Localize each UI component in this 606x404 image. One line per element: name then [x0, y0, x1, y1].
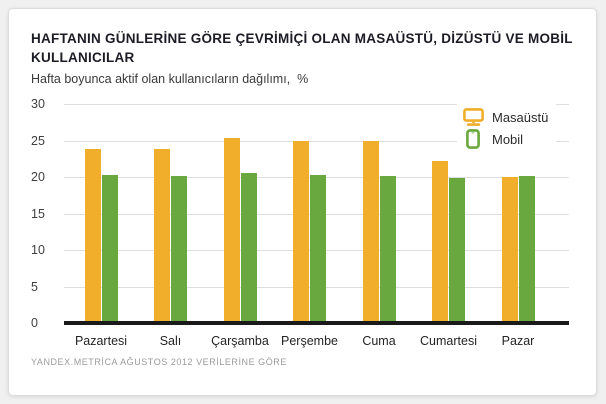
bar-mobil-cuma [379, 175, 396, 323]
bar-mobil-salı [171, 176, 187, 323]
bar-masaüstü-salı [154, 148, 170, 323]
y-tick-label: 25 [31, 133, 45, 148]
gridline-30 [64, 104, 569, 105]
bar-masaüstü-çarşamba [223, 137, 240, 323]
bar-mobil-pazar [518, 175, 535, 323]
bar-masaüstü-cuma [362, 140, 379, 323]
plot-area: 0 5 10 15 20 25 30 Pazartesi Salı Çarşamba Perşemb… [31, 97, 569, 348]
x-axis-label-çarşamba: Çarşamba [211, 334, 269, 348]
desktop-icon [462, 108, 484, 126]
x-axis-label-perşembe: Perşembe [281, 334, 338, 348]
legend-label: Mobil [492, 131, 524, 147]
y-tick-label: 10 [31, 243, 45, 257]
bar-mobil-pazartesi [101, 174, 118, 323]
chart-title-line2: KULLANICILAR [31, 50, 135, 65]
bar-masaüstü-pazar [501, 177, 518, 323]
y-tick-label: 20 [31, 170, 45, 184]
legend: Masaüstü Mobil [457, 104, 557, 154]
chart-title: HAFTANIN GÜNLERİNE GÖRE ÇEVRİMİÇİ OLAN M… [31, 29, 579, 67]
bar-mobil-çarşamba [240, 173, 257, 323]
bar-mobil-cumartesi [449, 177, 465, 323]
legend-icon-wrap [461, 129, 485, 149]
bar-masaüstü-cumartesi [432, 160, 448, 323]
source-note: YANDEX.METRİCA AĞUSTOS 2012 VERİLERİNE G… [31, 357, 287, 367]
bar-mobil-perşembe [310, 174, 326, 323]
y-tick-label: 15 [31, 206, 45, 221]
x-axis-label-salı: Salı [159, 334, 182, 348]
x-axis-label-cumartesi: Cumartesi [420, 334, 477, 348]
x-axis-line [64, 321, 569, 325]
bar-masaüstü-pazartesi [84, 149, 101, 323]
y-tick-label: 5 [31, 279, 38, 294]
chart-card: HAFTANIN GÜNLERİNE GÖRE ÇEVRİMİÇİ OLAN M… [8, 8, 597, 396]
x-axis-label-cuma: Cuma [362, 334, 396, 348]
chart-title-line1: HAFTANIN GÜNLERİNE GÖRE ÇEVRİMİÇİ OLAN M… [31, 31, 573, 46]
y-tick-label: 0 [31, 316, 38, 330]
y-tick-label: 30 [31, 97, 45, 111]
x-axis-label-pazar: Pazar [501, 334, 535, 348]
mobile-icon [466, 129, 480, 149]
bar-masaüstü-perşembe [293, 140, 309, 323]
chart-subtitle: Hafta boyunca aktif olan kullanıcıların … [31, 72, 309, 86]
legend-item-masaüstü: Masaüstü [461, 106, 548, 128]
legend-icon-wrap [461, 108, 485, 126]
legend-item-mobil: Mobil [461, 128, 548, 150]
legend-label: Masaüstü [492, 109, 549, 125]
x-axis-label-pazartesi: Pazartesi [74, 334, 128, 348]
gridline-25 [64, 140, 569, 142]
